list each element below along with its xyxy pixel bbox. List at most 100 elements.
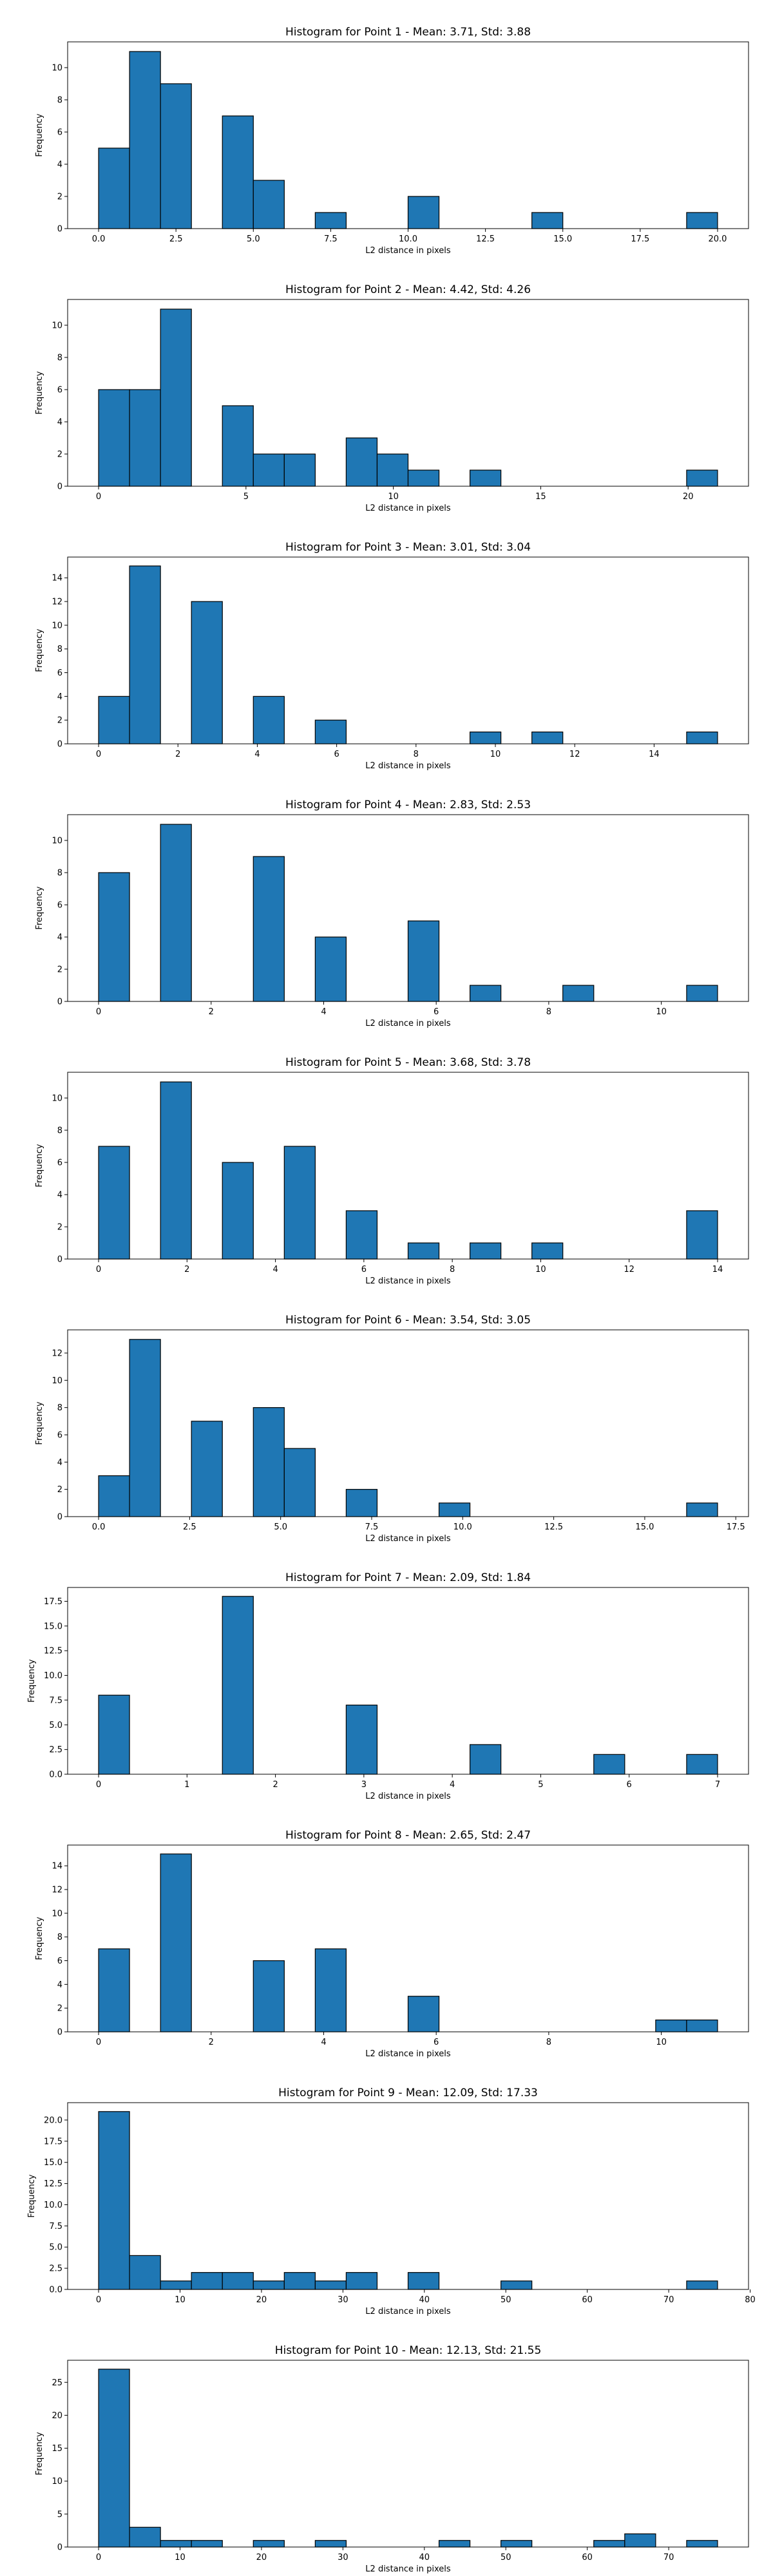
y-tick-label: 0 <box>57 1513 62 1522</box>
bars <box>98 565 718 744</box>
y-tick-label: 10 <box>52 837 62 846</box>
x-tick-label: 8 <box>450 1265 455 1274</box>
y-tick-label: 4 <box>57 160 62 170</box>
y-tick-label: 10.0 <box>44 1671 62 1681</box>
y-tick-label: 20.0 <box>44 2116 62 2125</box>
chart-title: Histogram for Point 5 - Mean: 3.68, Std:… <box>285 1056 531 1069</box>
y-tick-label: 7.5 <box>49 1696 62 1705</box>
chart-title: Histogram for Point 9 - Mean: 12.09, Std… <box>278 2087 538 2099</box>
histogram-bar <box>129 2526 161 2548</box>
x-axis: 0 10 20 30 40 50 60 70 80 <box>96 2289 756 2305</box>
x-tick-label: 10.0 <box>399 234 417 244</box>
histogram-chart-3: Histogram for Point 3 - Mean: 3.01, Std:… <box>35 541 749 771</box>
chart-title: Histogram for Point 3 - Mean: 3.01, Std:… <box>285 541 531 554</box>
x-tick-label: 80 <box>745 2295 756 2305</box>
x-axis-label: L2 distance in pixels <box>365 504 451 513</box>
chart-title: Histogram for Point 7 - Mean: 2.09, Std:… <box>285 1571 531 1584</box>
histogram-bar <box>98 147 130 229</box>
y-tick-label: 12 <box>52 598 62 607</box>
histogram-bar <box>469 985 502 1002</box>
histogram-bar <box>531 1242 564 1260</box>
x-tick-label: 12.5 <box>544 1522 563 1532</box>
histogram-bar <box>129 1339 161 1517</box>
bars <box>98 1081 718 1260</box>
histogram-bar <box>407 1996 440 2032</box>
y-tick-label: 17.5 <box>44 1597 62 1607</box>
y-tick-label: 2 <box>57 1485 62 1495</box>
x-tick-label: 6 <box>361 1265 367 1274</box>
x-tick-label: 50 <box>501 2553 511 2562</box>
x-tick-label: 20 <box>256 2295 267 2305</box>
y-axis-label: Frequency <box>35 2432 44 2475</box>
histogram-bar <box>160 308 192 487</box>
x-tick-label: 2.5 <box>183 1522 196 1532</box>
histogram-bar <box>531 212 564 229</box>
chart-title: Histogram for Point 6 - Mean: 3.54, Std:… <box>285 1314 531 1327</box>
y-tick-label: 0 <box>57 2028 62 2038</box>
histogram-bar <box>253 696 285 744</box>
y-axis: 0 2 4 6 8 10 12 14 <box>52 1862 68 2038</box>
histogram-bar <box>593 2540 625 2548</box>
histogram-bar <box>283 453 316 487</box>
x-tick-label: 10 <box>535 1265 546 1274</box>
histogram-chart-10: Histogram for Point 10 - Mean: 12.13, St… <box>35 2344 749 2574</box>
y-tick-label: 0 <box>57 2543 62 2553</box>
x-tick-label: 5.0 <box>274 1522 287 1532</box>
y-tick-label: 15.0 <box>44 1622 62 1631</box>
histogram-bar <box>98 1694 130 1775</box>
x-tick-label: 70 <box>663 2295 674 2305</box>
x-tick-label: 17.5 <box>631 234 649 244</box>
axes-frame <box>67 1844 749 2032</box>
histogram-bar <box>191 1421 223 1517</box>
histogram-bar <box>407 196 440 229</box>
chart-title: Histogram for Point 10 - Mean: 12.13, St… <box>275 2344 542 2357</box>
x-tick-label: 2 <box>272 1780 278 1790</box>
axes-frame <box>67 299 749 487</box>
histogram-bar <box>129 389 161 487</box>
y-tick-label: 5.0 <box>49 2243 62 2253</box>
x-tick-label: 0.0 <box>92 234 106 244</box>
x-axis-label: L2 distance in pixels <box>365 2049 451 2059</box>
histogram-chart-2: Histogram for Point 2 - Mean: 4.42, Std:… <box>35 283 749 513</box>
x-axis-label: L2 distance in pixels <box>365 1792 451 1801</box>
histogram-bar <box>407 920 440 1002</box>
y-tick-label: 15.0 <box>44 2158 62 2168</box>
y-tick-label: 5 <box>57 2510 62 2519</box>
x-tick-label: 5 <box>538 1780 543 1790</box>
axes-frame <box>67 1072 749 1260</box>
chart-title: Histogram for Point 1 - Mean: 3.71, Std:… <box>285 26 531 39</box>
x-tick-label: 4 <box>321 1007 326 1017</box>
y-axis: 0 2 4 6 8 10 12 14 <box>52 574 68 750</box>
x-tick-label: 30 <box>338 2553 348 2562</box>
histogram-bar <box>253 1407 285 1517</box>
histogram-bar <box>345 2272 378 2290</box>
histogram-chart-5: Histogram for Point 5 - Mean: 3.68, Std:… <box>35 1056 749 1286</box>
histogram-bar <box>686 2540 718 2548</box>
y-tick-label: 10 <box>52 1094 62 1104</box>
x-tick-label: 1 <box>184 1780 189 1790</box>
histogram-bar <box>314 719 347 744</box>
y-tick-label: 10 <box>52 1376 62 1386</box>
y-tick-label: 8 <box>57 96 62 106</box>
y-axis: 0 2 4 6 8 10 12 <box>52 1349 68 1522</box>
x-tick-label: 10 <box>175 2553 186 2562</box>
x-axis: 0.0 2.5 5.0 7.5 10.0 12.5 15.0 17.5 <box>92 1517 745 1532</box>
histogram-bar <box>593 1754 625 1775</box>
histogram-bar <box>253 1960 285 2032</box>
bars <box>98 1339 718 1517</box>
x-tick-label: 6 <box>434 2038 439 2047</box>
histogram-bar <box>407 469 440 487</box>
histogram-bar <box>160 824 192 1002</box>
x-tick-label: 15 <box>535 492 546 502</box>
histogram-bar <box>314 212 347 229</box>
bars <box>98 1853 718 2032</box>
histogram-bar <box>160 1081 192 1260</box>
x-tick-label: 12 <box>624 1265 635 1274</box>
x-tick-label: 50 <box>501 2295 511 2305</box>
bars <box>98 2111 718 2290</box>
histogram-bar <box>191 601 223 744</box>
y-tick-label: 4 <box>57 692 62 702</box>
x-tick-label: 7 <box>715 1780 720 1790</box>
x-tick-label: 15.0 <box>553 234 572 244</box>
y-tick-label: 8 <box>57 869 62 878</box>
